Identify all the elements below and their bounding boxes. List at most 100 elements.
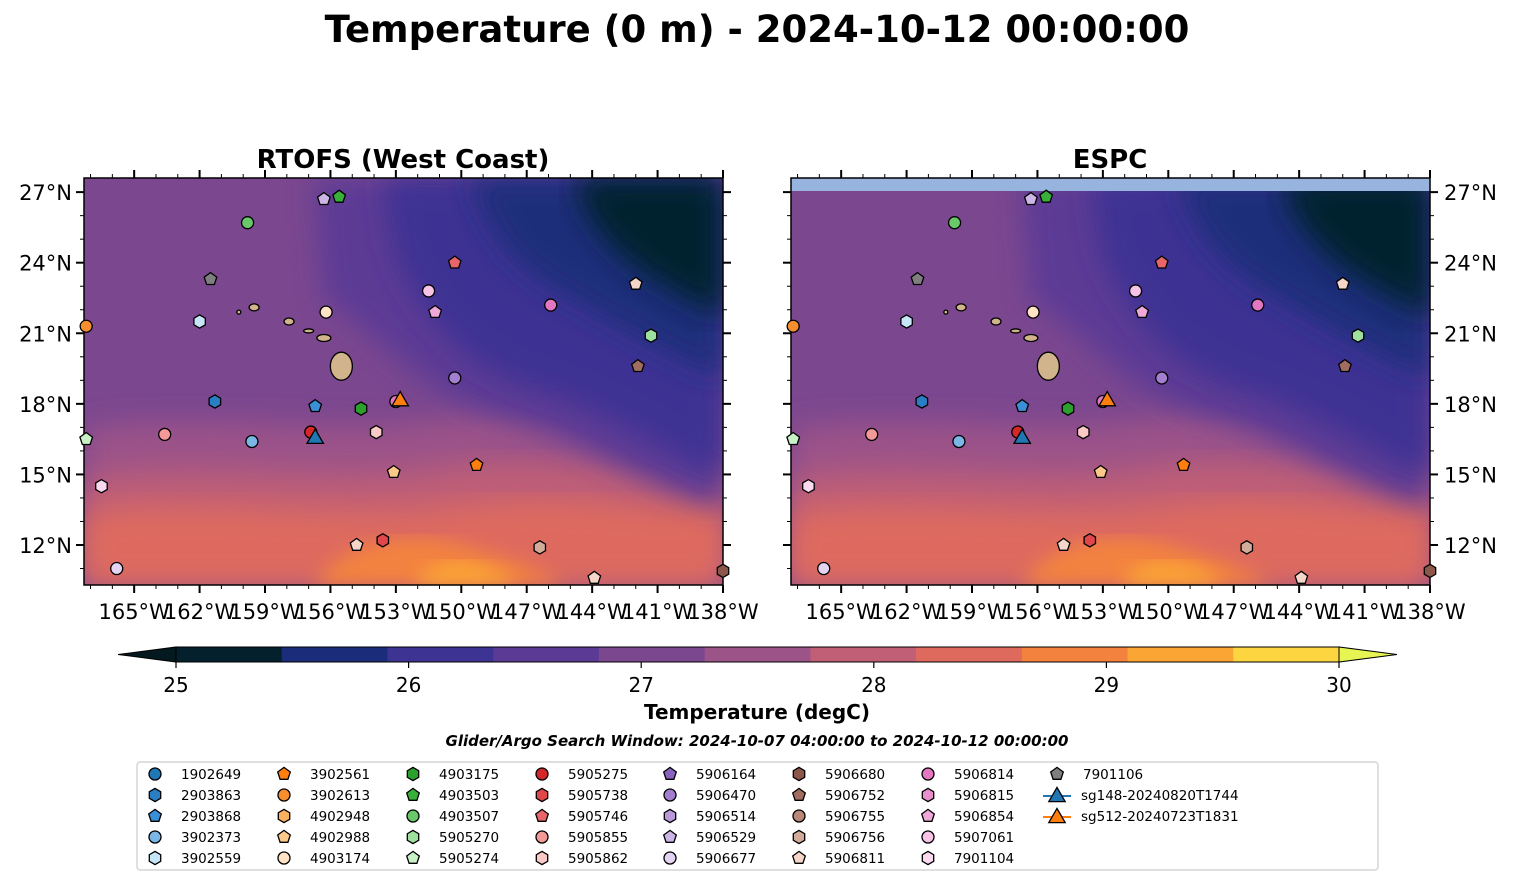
island — [990, 317, 1002, 326]
argo-float-marker — [587, 570, 602, 584]
lon-tick-label: 165°W — [98, 600, 170, 624]
legend-marker — [406, 809, 420, 823]
lon-tick-label: 150°W — [1133, 600, 1205, 624]
glider-marker — [1012, 427, 1032, 445]
legend-item: 2903863 — [148, 787, 241, 804]
colorbar-segment — [704, 647, 811, 662]
legend-marker — [406, 829, 420, 845]
lon-tick-label: 162°W — [164, 600, 236, 624]
lat-tick-label: 27°N — [19, 181, 72, 205]
colorbar-label: Temperature (degC) — [644, 700, 870, 724]
legend-item: 5906164 — [662, 766, 756, 783]
lon-tick-label: 156°W — [1002, 600, 1074, 624]
argo-float-marker — [386, 464, 401, 479]
argo-float-marker — [1026, 305, 1040, 319]
figure-title: Temperature (0 m) - 2024-10-12 00:00:00 — [325, 8, 1190, 51]
argo-float-marker — [95, 478, 108, 494]
float-markers — [79, 189, 730, 584]
colorbar-segment — [1021, 647, 1129, 662]
argo-float-marker — [952, 434, 966, 449]
legend-marker — [148, 787, 162, 803]
argo-float-marker — [1093, 464, 1108, 479]
legend-marker — [276, 829, 292, 843]
colorbar-tick-label: 26 — [396, 673, 421, 697]
legend-item: 4903503 — [405, 787, 499, 804]
island — [329, 351, 353, 381]
argo-float-marker — [1039, 189, 1054, 203]
colorbar-over-arrow — [1338, 646, 1398, 663]
legend-item: sg512-20240723T1831 — [1043, 807, 1239, 825]
argo-float-marker — [349, 537, 364, 551]
legend-marker — [792, 809, 806, 823]
legend-item: 5906756 — [792, 829, 885, 846]
lon-tick-label: 138°W — [687, 600, 759, 624]
legend-label: 3902613 — [310, 788, 370, 804]
legend-marker — [277, 851, 291, 865]
argo-float-marker — [1351, 328, 1365, 343]
legend-marker — [535, 767, 549, 781]
colorbar-segment — [810, 647, 917, 662]
legend-item: 3902373 — [148, 830, 241, 846]
lat-tick-label: 15°N — [1444, 463, 1497, 487]
argo-float-marker — [1176, 457, 1191, 472]
argo-float-marker — [319, 305, 333, 319]
argo-float-marker — [865, 427, 879, 442]
legend-marker — [921, 850, 935, 866]
legend-marker — [276, 766, 292, 780]
legend-item: 5906814 — [921, 767, 1014, 783]
legend-item: 4902948 — [277, 808, 370, 825]
legend-label: 2903868 — [181, 809, 241, 825]
argo-float-marker — [428, 304, 443, 319]
islands — [236, 303, 353, 381]
map-frame — [83, 177, 724, 586]
legend-label: 2903863 — [181, 788, 241, 804]
legend-item: 5906680 — [792, 766, 885, 783]
glider-marker — [390, 390, 410, 407]
legend-label: 5906164 — [696, 767, 756, 783]
legend-item: 5907061 — [921, 830, 1014, 846]
colorbar: 25 26 27 28 29 30 — [117, 646, 1398, 697]
argo-float-marker — [79, 319, 93, 333]
legend-label: 5906814 — [954, 767, 1014, 783]
lon-tick-label: 144°W — [1263, 600, 1335, 624]
argo-float-marker — [1335, 276, 1350, 290]
argo-float-marker — [644, 328, 658, 343]
argo-float-marker — [354, 401, 368, 416]
lon-tick-label: 156°W — [295, 600, 367, 624]
legend-label: 3902561 — [310, 767, 370, 783]
lat-tick-label: 12°N — [1444, 534, 1497, 558]
argo-float-marker — [786, 431, 801, 446]
legend-label: sg148-20240820T1744 — [1081, 788, 1239, 804]
colorbar-under-arrow — [117, 646, 177, 663]
legend-item: 7901106 — [1049, 766, 1143, 783]
legend-item: 5905270 — [406, 829, 499, 846]
legend-marker — [147, 808, 163, 822]
legend-marker — [535, 850, 549, 866]
search-window-subtitle: Glider/Argo Search Window: 2024-10-07 04… — [446, 732, 1069, 750]
legend-item: 5905275 — [535, 767, 628, 783]
legend-item: 5906755 — [792, 809, 885, 825]
legend-marker — [535, 830, 549, 844]
lat-tick-label: 18°N — [1444, 393, 1497, 417]
argo-float-marker — [1240, 540, 1254, 555]
legend-label: 5906756 — [825, 830, 885, 846]
legend-label: 5906755 — [825, 809, 885, 825]
lat-tick-label: 15°N — [19, 463, 72, 487]
lat-tick-label: 12°N — [19, 534, 72, 558]
legend-marker — [148, 830, 162, 844]
argo-float-marker — [1135, 304, 1150, 319]
legend-label: 3902373 — [181, 830, 241, 846]
legend-item: 4902988 — [276, 829, 370, 846]
legend-label: 5907061 — [954, 830, 1014, 846]
glider-marker — [1097, 390, 1117, 407]
legend-item: 3902559 — [148, 850, 241, 867]
argo-float-marker — [1061, 401, 1075, 416]
legend-label: 3902559 — [181, 851, 241, 867]
legend-label: 4903503 — [439, 788, 499, 804]
legend-label: 4902988 — [310, 830, 370, 846]
argo-float-marker — [193, 314, 206, 329]
legend-item: 5906470 — [663, 788, 756, 804]
argo-float-marker — [79, 431, 94, 446]
legend-item: 5906815 — [921, 787, 1014, 804]
